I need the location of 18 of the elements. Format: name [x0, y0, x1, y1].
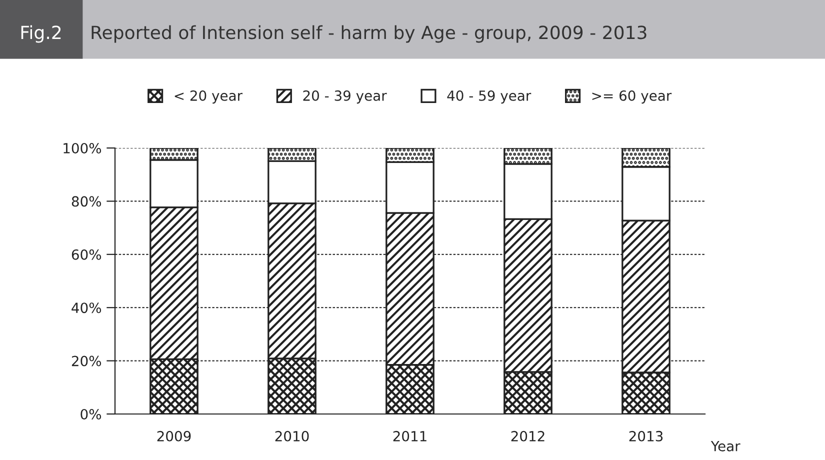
x-tick-label: 2011 [393, 430, 426, 442]
y-tick-label: 100% [64, 142, 102, 154]
legend-label: 40 - 59 year [447, 90, 532, 104]
chart-subtitle: Reported of Intension self - harm by Age - group, 2009 - 2013 [92, 25, 646, 43]
x-tick-label: 2013 [629, 430, 663, 442]
x-axis-title: Year [710, 441, 740, 452]
legend-label: >= 60 year [592, 90, 672, 104]
legend-label: < 20 year [174, 90, 243, 104]
y-tick-label: 0% [80, 408, 102, 420]
y-tick-label: 80% [72, 196, 102, 207]
y-tick-label: 60% [72, 249, 102, 260]
x-tick-label: 2010 [275, 430, 309, 442]
x-tick-label: 2009 [157, 430, 191, 442]
chart-title: Fig.2 [21, 25, 61, 43]
legend-label: 20 - 39 year [303, 90, 387, 104]
y-tick-label: 20% [72, 356, 102, 366]
y-tick-label: 40% [72, 302, 102, 314]
x-tick-label: 2012 [511, 430, 544, 442]
